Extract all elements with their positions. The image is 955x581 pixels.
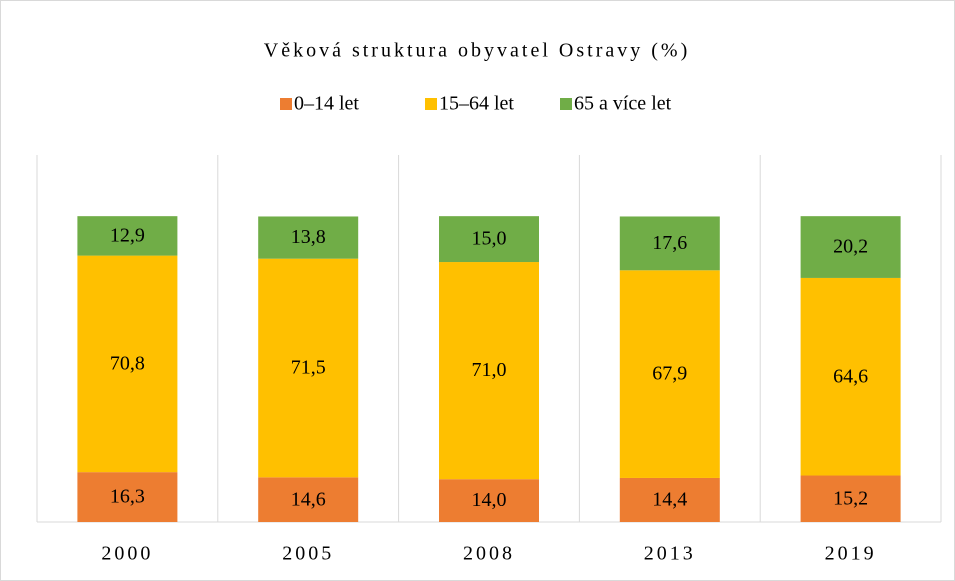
data-label: 13,8	[291, 226, 326, 248]
bar-segment	[258, 258, 359, 478]
data-label: 67,9	[652, 363, 687, 385]
bar-segment	[800, 216, 901, 278]
data-label: 70,8	[110, 352, 145, 374]
legend-swatch	[280, 98, 292, 110]
bar-segment	[800, 475, 901, 522]
bar-segment	[619, 270, 720, 478]
bar-segment	[258, 216, 359, 259]
data-label: 16,3	[110, 486, 145, 508]
data-label: 14,4	[652, 489, 687, 511]
legend-label: 15–64 let	[439, 93, 514, 115]
chart-title: Věková struktura obyvatel Ostravy (%)	[264, 40, 690, 62]
data-label: 15,2	[833, 487, 868, 509]
bar-segment	[77, 216, 178, 256]
data-label: 71,0	[472, 359, 507, 381]
data-label: 14,0	[472, 489, 507, 511]
bar-segment	[439, 479, 539, 522]
x-tick-label: 2013	[644, 543, 696, 565]
bar-segment	[77, 472, 178, 522]
x-tick-label: 2019	[825, 543, 877, 565]
legend-swatch	[560, 98, 572, 110]
bar-segment	[619, 477, 720, 522]
data-label: 20,2	[833, 236, 868, 258]
x-tick-label: 2008	[463, 543, 515, 565]
bar-segment	[619, 216, 720, 271]
x-tick-label: 2005	[282, 543, 334, 565]
bar-segment	[439, 216, 539, 263]
bar-segment	[258, 477, 359, 522]
data-label: 12,9	[110, 224, 145, 246]
legend-swatch	[425, 98, 437, 110]
data-label: 15,0	[472, 228, 507, 250]
data-label: 17,6	[652, 232, 687, 254]
x-tick-label: 2000	[101, 543, 153, 565]
data-label: 14,6	[291, 488, 326, 510]
bar-segment	[800, 277, 901, 476]
bar-segment	[439, 262, 539, 480]
legend-label: 65 a více let	[574, 93, 672, 115]
data-label: 71,5	[291, 357, 326, 379]
bar-segment	[77, 255, 178, 473]
legend-label: 0–14 let	[294, 93, 359, 115]
data-label: 64,6	[833, 365, 868, 387]
